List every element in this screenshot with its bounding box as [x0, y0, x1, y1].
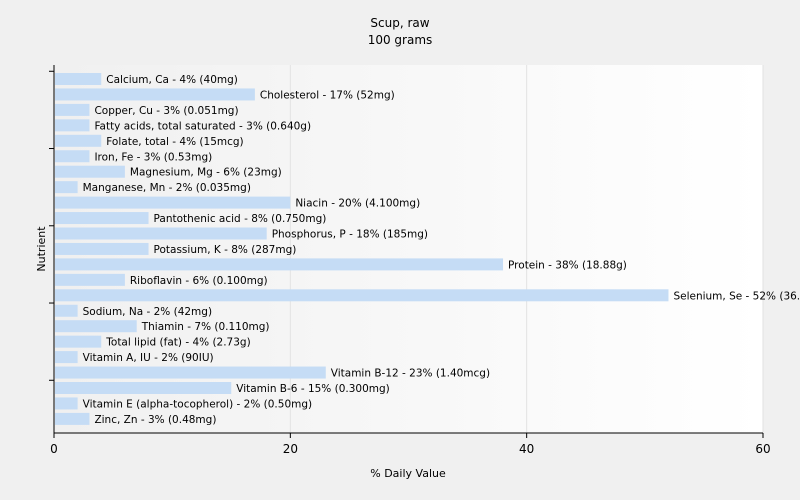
bar-7: [55, 181, 78, 194]
bar-10: [55, 227, 267, 240]
bar-18: [55, 351, 78, 364]
bar-1: [55, 88, 255, 101]
bar-label-20: Vitamin B-6 - 15% (0.300mg): [236, 383, 390, 395]
bar-12: [55, 258, 504, 271]
bar-label-1: Cholesterol - 17% (52mg): [260, 89, 395, 101]
x-tick-label-0: 0: [50, 442, 58, 456]
bar-label-7: Manganese, Mn - 2% (0.035mg): [83, 182, 251, 194]
bar-19: [55, 366, 326, 379]
bar-20: [55, 382, 232, 394]
bar-label-18: Vitamin A, IU - 2% (90IU): [83, 352, 214, 364]
bar-17: [55, 335, 102, 348]
bar-11: [55, 242, 149, 255]
bar-label-10: Phosphorus, P - 18% (185mg): [272, 229, 428, 241]
bar-6: [55, 165, 125, 178]
bar-16: [55, 320, 137, 333]
x-tick-label-1: 20: [283, 442, 298, 456]
chart-subtitle: 100 grams: [368, 33, 433, 47]
bar-label-11: Potassium, K - 8% (287mg): [154, 244, 297, 256]
bars: Calcium, Ca - 4% (40mg) Cholesterol - 17%…: [55, 73, 800, 426]
axes: 0 20 40 60: [49, 65, 771, 456]
bar-label-16: Thiamin - 7% (0.110mg): [141, 321, 270, 333]
bar-label-2: Copper, Cu - 3% (0.051mg): [94, 105, 238, 117]
bar-label-0: Calcium, Ca - 4% (40mg): [106, 74, 238, 86]
x-axis-title: % Daily Value: [370, 467, 446, 480]
bar-0: [55, 73, 102, 85]
bar-label-9: Pantothenic acid - 8% (0.750mg): [154, 213, 327, 225]
bar-label-3: Fatty acids, total saturated - 3% (0.640…: [94, 120, 311, 132]
bar-21: [55, 397, 78, 410]
bar-22: [55, 412, 90, 425]
bar-label-22: Zinc, Zn - 3% (0.48mg): [94, 414, 216, 426]
bar-label-13: Riboflavin - 6% (0.100mg): [130, 275, 268, 287]
bar-label-15: Sodium, Na - 2% (42mg): [83, 306, 212, 318]
bar-label-4: Folate, total - 4% (15mcg): [106, 136, 243, 148]
bar-label-6: Magnesium, Mg - 6% (23mg): [130, 167, 282, 179]
bar-label-19: Vitamin B-12 - 23% (1.40mcg): [331, 368, 490, 380]
bar-9: [55, 212, 149, 225]
bar-label-17: Total lipid (fat) - 4% (2.73g): [105, 337, 250, 349]
bar-4: [55, 134, 102, 147]
y-axis-title: Nutrient: [35, 226, 48, 272]
bar-5: [55, 150, 90, 163]
bar-15: [55, 304, 78, 317]
bar-label-21: Vitamin E (alpha-tocopherol) - 2% (0.50m…: [83, 398, 313, 410]
bar-13: [55, 273, 125, 286]
bar-label-14: Selenium, Se - 52% (36.5mcg): [673, 290, 800, 302]
bar-label-12: Protein - 38% (18.88g): [508, 259, 627, 271]
bar-label-8: Niacin - 20% (4.100mg): [295, 198, 420, 210]
bar-3: [55, 119, 90, 132]
chart-title: Scup, raw: [370, 16, 429, 30]
bar-8: [55, 196, 291, 209]
bar-label-5: Iron, Fe - 3% (0.53mg): [94, 151, 212, 163]
bar-14: [55, 289, 669, 302]
x-tick-label-3: 60: [755, 442, 770, 456]
x-tick-label-2: 40: [519, 442, 534, 456]
bar-2: [55, 103, 90, 116]
